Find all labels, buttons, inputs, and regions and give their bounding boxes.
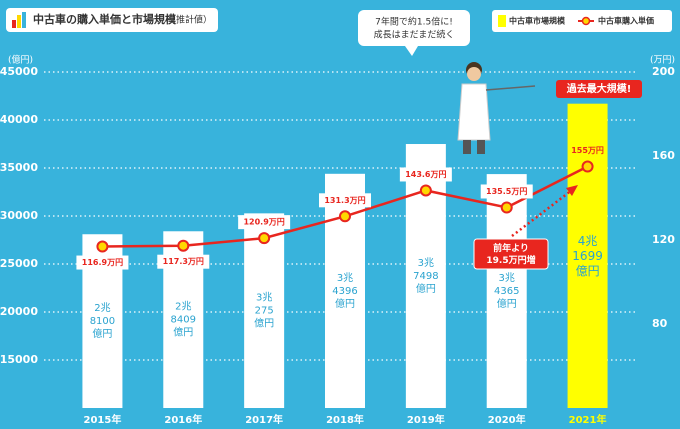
- y2-tick-label: 200: [652, 65, 675, 78]
- y2-tick-label: 80: [652, 317, 668, 330]
- y-tick-label: 40000: [0, 113, 38, 126]
- line-value-label: 117.3万円: [163, 257, 204, 266]
- bar-value-label: 2兆 8100 億円: [90, 302, 115, 340]
- line-value-label: 155万円: [571, 146, 604, 155]
- line-marker: [177, 239, 190, 252]
- line-value-box: [319, 193, 371, 208]
- bar-value-label: 3兆 4365 億円: [494, 272, 519, 310]
- bar: [244, 213, 285, 408]
- line-marker: [96, 240, 109, 253]
- line-marker: [419, 184, 432, 197]
- x-tick-label: 2016年: [164, 413, 202, 426]
- bubble-tail: [405, 46, 418, 56]
- line-value-label: 135.5万円: [486, 187, 527, 196]
- icon: [12, 20, 16, 28]
- y2-tick-label: 120: [652, 233, 675, 246]
- chart-title: 中古車の購入単価と市場規模: [33, 12, 177, 26]
- icon: [22, 12, 26, 28]
- arrow-head: [566, 185, 578, 196]
- line-value-label: 131.3万円: [324, 196, 365, 205]
- y-tick-label: 15000: [0, 353, 38, 366]
- speech-bubble: [358, 10, 470, 46]
- y-tick-label: 35000: [0, 161, 38, 174]
- annotation: 7年間で約1.5倍に!成長はまだまだ続く: [374, 15, 455, 40]
- legend-marker: [581, 16, 591, 26]
- legend-label: 中古車市場規模: [509, 16, 566, 26]
- line-value-box: [238, 215, 291, 230]
- y-tick-label: 25000: [0, 257, 38, 270]
- y-tick-label: 30000: [0, 209, 38, 222]
- annotation: 前年より 19.5万円増: [486, 242, 535, 266]
- icon: [17, 15, 21, 28]
- line-marker: [258, 232, 271, 245]
- line-value-box: [157, 254, 210, 269]
- y2-tick-label: 160: [652, 149, 675, 162]
- x-tick-label: 2021年: [569, 413, 607, 426]
- legend-swatch: [498, 15, 506, 27]
- bar-value-label: 3兆 4396 億円: [332, 272, 357, 310]
- x-tick-label: 2020年: [488, 413, 526, 426]
- y-tick-label: 20000: [0, 305, 38, 318]
- x-tick-label: 2019年: [407, 413, 445, 426]
- line-marker: [339, 210, 351, 223]
- annotation-box: [473, 238, 549, 270]
- line-value-label: 116.9万円: [82, 258, 123, 267]
- line-value-label: 120.9万円: [243, 218, 284, 227]
- line-value-box: [76, 255, 129, 270]
- y2-axis-label: (万円): [650, 55, 675, 66]
- x-tick-label: 2018年: [326, 413, 364, 426]
- line-value-box: [480, 184, 533, 199]
- person: [457, 62, 536, 154]
- line-marker: [581, 160, 594, 173]
- x-tick-label: 2015年: [84, 413, 122, 426]
- bar-value-label: 3兆 7498 億円: [413, 257, 438, 295]
- y-tick-label: 45000: [0, 65, 38, 78]
- bar-value-label: 4兆 1699 億円: [572, 233, 603, 277]
- x-tick-label: 2017年: [245, 413, 283, 426]
- y-axis-label: (億円): [8, 54, 33, 66]
- line-marker: [500, 201, 513, 214]
- legend-label: 中古車購入単価: [598, 16, 654, 26]
- bar: [567, 103, 608, 408]
- bar-value-label: 2兆 8409 億円: [171, 301, 196, 339]
- line-value-box: [399, 167, 452, 182]
- annotation-box: [556, 80, 642, 98]
- bar-value-label: 3兆 275 億円: [254, 292, 274, 330]
- title-box: [6, 8, 218, 32]
- chart-subtitle: （推計値）: [167, 14, 212, 26]
- line-value-label: 143.6万円: [405, 170, 446, 179]
- annotation: 過去最大規模!: [566, 82, 632, 95]
